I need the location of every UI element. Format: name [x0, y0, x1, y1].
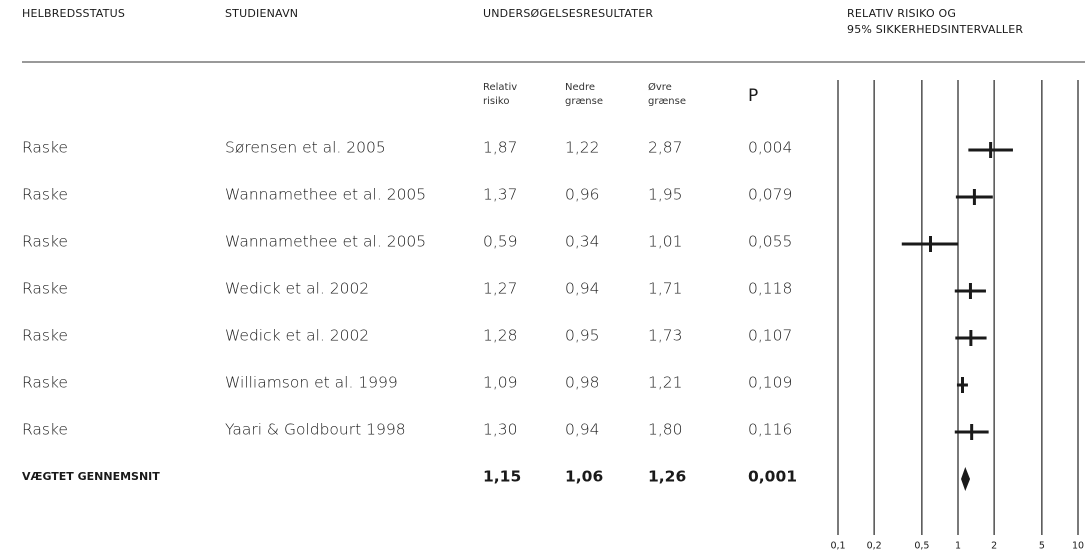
p-cell: 0,004 — [748, 139, 792, 157]
summary-label: VÆGTET GENNEMSNIT — [22, 470, 160, 483]
upper-cell: 1,01 — [648, 233, 683, 251]
subheader: Øvre — [648, 81, 672, 93]
rr-cell: 0,59 — [483, 233, 518, 251]
status-cell: Raske — [22, 374, 68, 392]
x-tick-label: 0,1 — [830, 541, 845, 552]
rr-cell: 1,28 — [483, 327, 518, 345]
status-cell: Raske — [22, 139, 68, 157]
summary-p: 0,001 — [748, 468, 797, 486]
header-results: UNDERSØGELSESRESULTATER — [483, 7, 653, 20]
header-plot: RELATIV RISIKO OG — [847, 7, 956, 20]
upper-cell: 1,73 — [648, 327, 683, 345]
upper-cell: 1,80 — [648, 421, 683, 439]
x-tick-label: 10 — [1072, 541, 1084, 552]
p-cell: 0,118 — [748, 280, 792, 298]
x-tick-label: 2 — [991, 541, 997, 552]
study-cell: Wedick et al. 2002 — [225, 280, 369, 298]
study-cell: Yaari & Goldbourt 1998 — [225, 421, 406, 439]
lower-cell: 0,34 — [565, 233, 600, 251]
lower-cell: 1,22 — [565, 139, 600, 157]
subheader: risiko — [483, 96, 509, 107]
subheader: grænse — [565, 96, 603, 107]
rr-cell: 1,27 — [483, 280, 518, 298]
study-cell: Williamson et al. 1999 — [225, 374, 398, 392]
status-cell: Raske — [22, 421, 68, 439]
subheader: Nedre — [565, 82, 595, 93]
x-tick-label: 0,2 — [867, 541, 882, 552]
header-plot: 95% SIKKERHEDSINTERVALLER — [847, 23, 1023, 36]
lower-cell: 0,96 — [565, 186, 600, 204]
summary-lower: 1,06 — [565, 468, 603, 486]
upper-cell: 1,95 — [648, 186, 683, 204]
p-cell: 0,116 — [748, 421, 792, 439]
summary-diamond — [961, 467, 971, 491]
status-cell: Raske — [22, 280, 68, 298]
status-cell: Raske — [22, 327, 68, 345]
rr-cell: 1,09 — [483, 374, 518, 392]
x-tick-label: 5 — [1039, 541, 1045, 552]
status-cell: Raske — [22, 233, 68, 251]
summary-rr: 1,15 — [483, 468, 521, 486]
subheader: P — [748, 86, 758, 106]
status-cell: Raske — [22, 186, 68, 204]
lower-cell: 0,94 — [565, 421, 600, 439]
header-study: STUDIENAVN — [225, 7, 298, 20]
p-cell: 0,055 — [748, 233, 792, 251]
summary-upper: 1,26 — [648, 468, 686, 486]
p-cell: 0,107 — [748, 327, 792, 345]
x-tick-label: 1 — [955, 541, 961, 552]
header-status: HELBREDSSTATUS — [22, 7, 125, 20]
subheader: grænse — [648, 96, 686, 107]
p-cell: 0,079 — [748, 186, 792, 204]
study-cell: Sørensen et al. 2005 — [225, 139, 386, 157]
x-tick-label: 0,5 — [914, 541, 929, 552]
upper-cell: 1,21 — [648, 374, 683, 392]
study-cell: Wannamethee et al. 2005 — [225, 186, 426, 204]
p-cell: 0,109 — [748, 374, 792, 392]
subheader: Relativ — [483, 82, 517, 93]
study-cell: Wannamethee et al. 2005 — [225, 233, 426, 251]
lower-cell: 0,94 — [565, 280, 600, 298]
rr-cell: 1,87 — [483, 139, 518, 157]
lower-cell: 0,98 — [565, 374, 600, 392]
rr-cell: 1,30 — [483, 421, 518, 439]
study-cell: Wedick et al. 2002 — [225, 327, 369, 345]
rr-cell: 1,37 — [483, 186, 518, 204]
lower-cell: 0,95 — [565, 327, 600, 345]
upper-cell: 2,87 — [648, 139, 683, 157]
upper-cell: 1,71 — [648, 280, 683, 298]
